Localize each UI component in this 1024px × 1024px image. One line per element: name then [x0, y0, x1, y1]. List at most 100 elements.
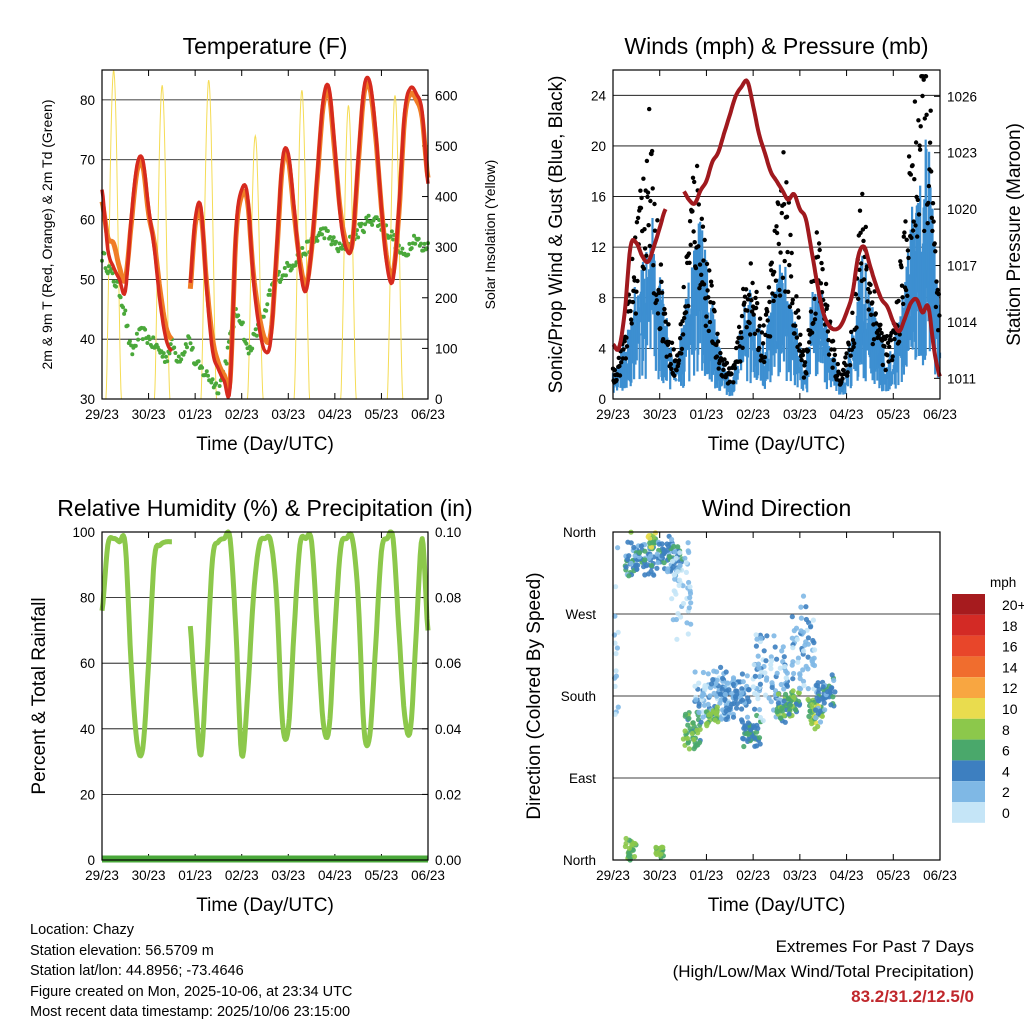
- colorbar-label: 18: [1002, 618, 1018, 634]
- plot-border: [612, 69, 941, 400]
- direction-point: [756, 665, 762, 671]
- direction-point: [713, 708, 720, 714]
- gust-point: [807, 340, 812, 345]
- y2-axis-label: Solar Insolation (Yellow): [482, 160, 498, 310]
- direction-point: [686, 746, 693, 752]
- direction-point: [817, 719, 824, 725]
- direction-point: [661, 560, 667, 566]
- direction-point: [783, 691, 789, 698]
- dewpoint-point: [325, 229, 330, 233]
- gust-point: [771, 298, 776, 304]
- direction-point: [779, 648, 785, 654]
- gust-point: [753, 295, 758, 301]
- plot-border: [612, 531, 941, 861]
- dewpoint-point: [160, 354, 165, 359]
- direction-point: [685, 540, 691, 546]
- direction-point: [793, 707, 799, 713]
- direction-point: [665, 543, 672, 549]
- direction-point: [756, 735, 763, 741]
- direction-point: [810, 617, 817, 623]
- direction-point: [628, 560, 634, 566]
- direction-point: [683, 569, 690, 576]
- direction-point: [763, 677, 770, 683]
- direction-point: [752, 706, 758, 712]
- gust-point: [617, 373, 623, 378]
- dewpoint-point: [374, 215, 379, 220]
- direction-point: [752, 673, 758, 679]
- gust-point: [840, 376, 845, 381]
- direction-point: [685, 631, 691, 637]
- gust-point: [850, 337, 856, 343]
- gust-point: [901, 301, 906, 307]
- x-tick-label: 01/23: [690, 407, 724, 422]
- dewpoint-point: [133, 343, 138, 348]
- gust-point: [930, 201, 936, 206]
- gust-point: [887, 344, 892, 349]
- temp-2m-series: [100, 75, 430, 399]
- y2-tick-label: 0.10: [435, 525, 461, 540]
- rh-series: [99, 529, 431, 759]
- gust-point: [770, 291, 775, 296]
- direction-point: [791, 670, 797, 677]
- gust-point: [659, 279, 664, 284]
- direction-point: [630, 847, 636, 853]
- direction-point: [654, 551, 660, 557]
- dewpoint-point: [363, 222, 368, 227]
- direction-point: [750, 684, 756, 690]
- dewpoint-point: [300, 246, 305, 250]
- gust-point: [753, 305, 759, 311]
- gust-point: [813, 311, 818, 316]
- direction-point: [623, 564, 629, 570]
- dewpoint-point: [330, 238, 335, 243]
- gust-point: [711, 300, 716, 306]
- direction-point: [779, 708, 786, 714]
- gust-point: [776, 241, 781, 247]
- direction-point: [626, 849, 632, 856]
- gust-point: [860, 227, 866, 232]
- direction-point: [672, 576, 678, 582]
- direction-point: [798, 628, 804, 634]
- dewpoint-point: [320, 232, 324, 237]
- direction-point: [648, 568, 654, 575]
- dewpoint-point: [110, 271, 115, 276]
- direction-point: [743, 731, 750, 737]
- x-tick-label: 04/23: [318, 407, 352, 422]
- direction-point: [686, 579, 692, 586]
- direction-point: [744, 714, 751, 720]
- dewpoint-point: [140, 337, 145, 342]
- dewpoint-point: [289, 266, 294, 271]
- gust-point: [759, 330, 765, 335]
- direction-point: [722, 691, 728, 697]
- gust-point: [644, 158, 650, 164]
- direction-point: [808, 624, 814, 630]
- dewpoint-point: [329, 242, 334, 247]
- direction-point: [790, 659, 796, 665]
- direction-point: [810, 637, 816, 644]
- gust-point: [683, 310, 689, 315]
- gust-point: [647, 106, 652, 112]
- gust-point: [696, 244, 701, 249]
- gust-point: [766, 285, 772, 290]
- direction-point: [739, 690, 745, 696]
- gust-point: [905, 248, 911, 253]
- gust-point: [617, 363, 622, 369]
- gust-point: [750, 280, 755, 286]
- y2-tick-label: 0.06: [435, 656, 461, 671]
- dewpoint-point: [406, 252, 411, 257]
- direction-point: [673, 591, 679, 597]
- dewpoint-point: [389, 229, 394, 234]
- gust-point: [784, 214, 790, 219]
- direction-point: [723, 669, 729, 675]
- dewpoint-point: [339, 246, 344, 251]
- gust-point: [745, 308, 750, 313]
- dewpoint-point: [422, 241, 427, 246]
- dewpoint-point: [400, 246, 405, 251]
- dewpoint-point: [336, 249, 341, 254]
- gust-point: [913, 223, 918, 228]
- colorbar-cell: [952, 718, 985, 740]
- gust-point: [761, 323, 766, 328]
- gust-point: [897, 332, 902, 337]
- direction-point: [623, 840, 629, 847]
- direction-point: [613, 651, 619, 657]
- gust-point: [781, 202, 787, 207]
